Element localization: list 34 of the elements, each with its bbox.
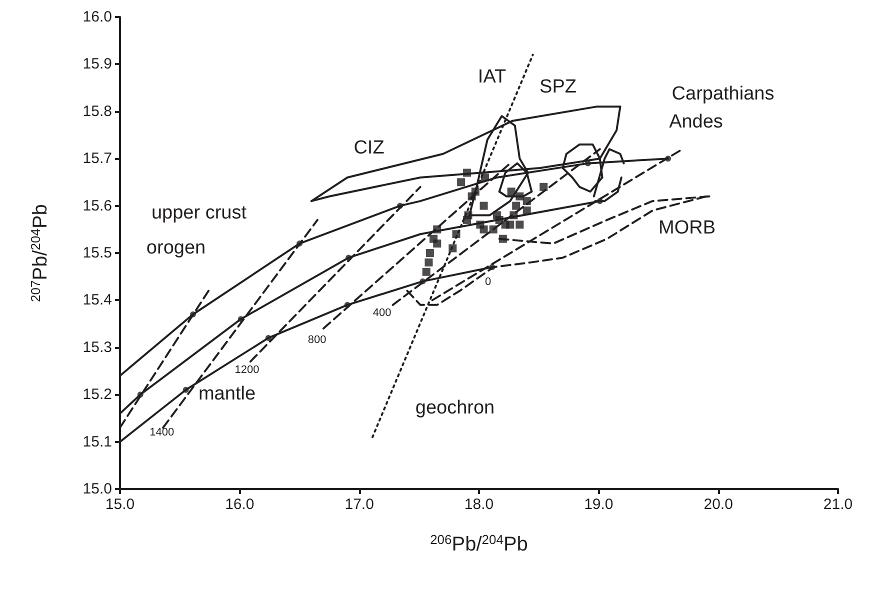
y-tick-label: 16.0: [82, 8, 112, 26]
y-tick-label: 15.8: [82, 102, 112, 120]
y-tick-label: 15.9: [82, 56, 112, 73]
annotation: IAT: [478, 66, 506, 88]
annotation: mantle: [198, 384, 256, 404]
annotation: Andes: [669, 112, 723, 132]
annotation: 800: [308, 334, 326, 346]
annotation: MORB: [658, 218, 716, 238]
x-tick-label: 19.0: [584, 496, 614, 513]
y-axis-title: 207Pb/204Pb: [28, 204, 52, 302]
x-tick-label: 20.0: [704, 496, 733, 513]
annotation: Carpathians: [672, 84, 774, 104]
y-tick-label: 15.3: [82, 338, 112, 356]
annotation: orogen: [146, 238, 206, 258]
y-tick-label: 15.1: [82, 433, 112, 450]
y-tick-label: 15.7: [82, 150, 112, 168]
y-tick-label: 15.5: [82, 244, 112, 262]
x-tick-label: 16.0: [225, 496, 254, 513]
y-tick-label: 15.2: [82, 386, 112, 404]
x-tick-label: 15.0: [105, 496, 135, 513]
y-tick-label: 15.6: [82, 197, 112, 214]
annotation: 400: [372, 307, 392, 319]
annotation: SPZ: [540, 76, 577, 98]
x-tick-label: 17.0: [344, 496, 374, 513]
y-tick-label: 15.0: [82, 480, 112, 498]
annotation: 1200: [234, 364, 260, 376]
annotation: 1400: [150, 426, 174, 438]
x-tick-label: 18.0: [464, 496, 494, 513]
x-tick-label: 21.0: [823, 496, 853, 513]
annotation: CIZ: [354, 138, 385, 158]
annotation: 0: [484, 276, 492, 288]
annotation: geochron: [415, 398, 495, 418]
annotation: upper crust: [151, 202, 248, 224]
y-tick-label: 15.4: [82, 292, 112, 309]
